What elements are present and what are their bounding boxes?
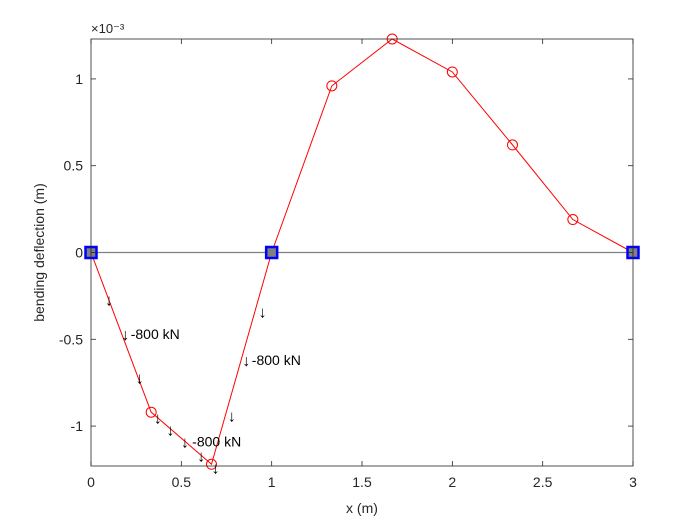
y-axis-label: bending deflection (m) [31, 183, 47, 322]
load-arrow-icon: ↓ [166, 423, 174, 440]
load-arrow-icon: ↓ [154, 410, 162, 427]
y-tick-label: -0.5 [59, 331, 83, 347]
deflection-point [326, 80, 338, 92]
x-axis-label: x (m) [346, 500, 378, 516]
x-tick-label: 3 [629, 474, 637, 490]
load-arrow-icon: ↓ [212, 461, 220, 478]
x-tick-label: 2 [448, 474, 456, 490]
load-arrow-icon: ↓ [259, 305, 267, 322]
x-tick-label: 0 [87, 474, 95, 490]
x-tick-label: 1 [268, 474, 276, 490]
y-tick-label: 0 [75, 245, 83, 261]
load-arrow-icon: ↓ [181, 435, 189, 452]
deflection-point [567, 214, 579, 226]
y-axis-exponent-label: ×10⁻³ [91, 21, 125, 36]
deflection-point [506, 139, 518, 151]
load-arrow-icon: ↓ [105, 292, 113, 309]
y-tick-label: -1 [71, 418, 84, 434]
x-tick-label: 1.5 [352, 474, 372, 490]
load-annotation: -800 kN [192, 434, 241, 450]
x-tick-label: 2.5 [533, 474, 553, 490]
deflection-point [206, 458, 218, 470]
load-arrow-icon: ↓ [228, 409, 236, 426]
load-annotation: -800 kN [131, 326, 180, 342]
y-tick-label: 1 [75, 71, 83, 87]
y-tick-label: 0.5 [64, 158, 84, 174]
load-arrows-layer: ↓↓↓↓↓↓↓↓↓↓↓ [105, 292, 267, 477]
load-arrow-icon: ↓ [197, 449, 205, 466]
deflection-line [90, 38, 634, 466]
load-arrow-icon: ↓ [136, 370, 144, 387]
x-axis-ticks: 0 0.5 1 1.5 2 2.5 3 [87, 39, 637, 490]
support-marker [264, 245, 279, 260]
deflection-point [145, 406, 157, 418]
load-annotation: -800 kN [252, 352, 301, 368]
annotations-layer: -800 kN -800 kN -800 kN [131, 326, 301, 450]
load-arrow-icon: ↓ [242, 353, 250, 370]
load-arrow-icon: ↓ [121, 327, 129, 344]
deflection-point [446, 66, 458, 78]
y-axis-ticks: -1 -0.5 0 0.5 1 [59, 71, 633, 434]
x-tick-label: 0.5 [172, 474, 192, 490]
